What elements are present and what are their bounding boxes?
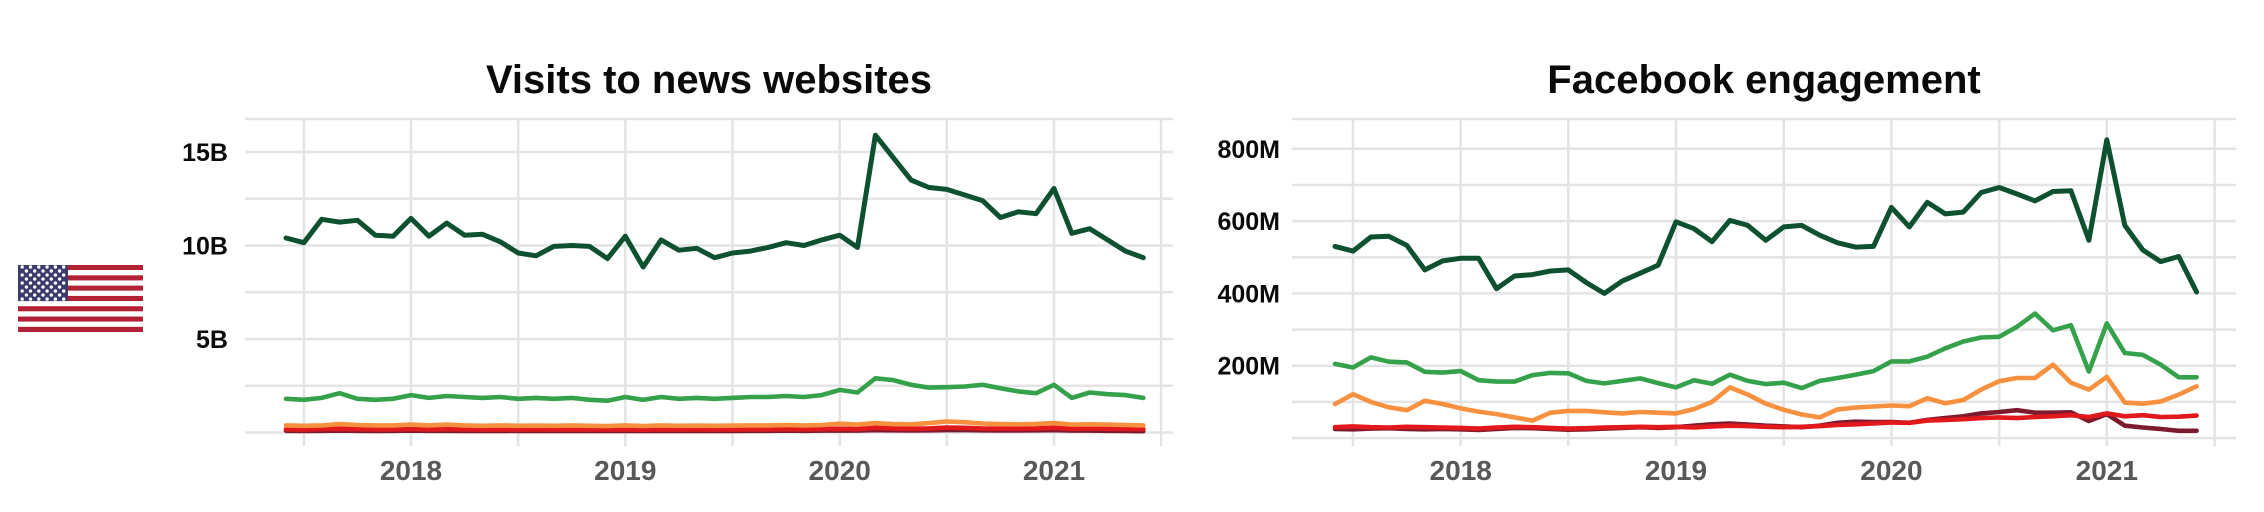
flag-star	[33, 293, 37, 297]
flag-star	[53, 289, 58, 293]
flag-star	[62, 273, 66, 277]
flag-star	[20, 297, 24, 301]
x-axis-tick-label: 2018	[380, 455, 442, 486]
flag-star	[24, 269, 29, 273]
chart-panel-2: 200M 400M 600M 800M 2018 2019 2020 2021 Facebook…	[1217, 58, 2236, 486]
flag-stripe	[18, 295, 143, 302]
flag-stripe	[18, 270, 143, 276]
x-axis-tick-label: 2021	[1023, 455, 1085, 486]
x-axis-tick-label: 2019	[594, 455, 656, 486]
flag-star	[37, 297, 41, 301]
flag-star	[28, 289, 33, 293]
flag-star	[45, 289, 49, 293]
flag-stripe	[18, 285, 143, 291]
y-axis-tick-label: 800M	[1217, 136, 1280, 164]
series-line-orange	[1332, 362, 2199, 423]
x-axis-tick-label: 2020	[809, 455, 871, 486]
flag-star	[33, 277, 37, 281]
flag-star	[37, 265, 41, 269]
x-axis-tick-label: 2021	[2076, 455, 2138, 486]
flag-star	[45, 265, 49, 269]
flag-star	[28, 265, 33, 269]
flag-star	[33, 269, 37, 273]
flag-star	[45, 273, 49, 277]
flag-star	[41, 269, 45, 273]
y-axis-tick-label: 15B	[182, 139, 228, 167]
flag-star	[57, 285, 62, 289]
flag-star	[41, 293, 45, 297]
flag-stripe	[18, 326, 143, 332]
flag-star	[49, 285, 53, 289]
series-line-dark-green	[283, 132, 1146, 270]
flag-stripe	[18, 301, 143, 307]
flag-star	[62, 297, 66, 301]
flag-star	[20, 289, 24, 293]
flag-star	[49, 269, 53, 273]
flag-star	[37, 273, 41, 277]
flag-star	[53, 297, 58, 301]
flag-star	[45, 281, 49, 285]
flag-stripe	[18, 306, 143, 312]
y-axis-tick-label: 200M	[1217, 353, 1280, 381]
series-line-green	[1332, 311, 2199, 391]
series-line-red	[283, 425, 1146, 433]
flag-star	[62, 265, 66, 269]
us-flag-icon	[18, 265, 143, 332]
flag-star	[57, 277, 62, 281]
flag-star	[41, 285, 45, 289]
y-axis-tick-label: 10B	[182, 233, 228, 261]
flag-star	[24, 277, 29, 281]
flag-stripe	[18, 265, 143, 271]
flag-star	[49, 277, 53, 281]
y-axis-tick-label: 400M	[1217, 280, 1280, 308]
flag-star	[57, 269, 62, 273]
flag-star	[37, 289, 41, 293]
x-axis-tick-label: 2019	[1645, 455, 1707, 486]
flag-star	[37, 281, 41, 285]
y-axis-tick-label: 600M	[1217, 208, 1280, 236]
flag-star	[57, 293, 62, 297]
flag-star	[28, 281, 33, 285]
flag-star	[24, 293, 29, 297]
flag-stripe	[18, 275, 143, 281]
flag-star	[45, 297, 49, 301]
flag-stripe	[18, 290, 143, 296]
flag-stripe	[18, 280, 143, 286]
flag-star	[33, 285, 37, 289]
flag-star	[28, 273, 33, 277]
chart-panel-1: 5B 10B 15B 2018 2019 2020 2021 Visits to news w…	[182, 58, 1173, 486]
y-axis-tick-label: 5B	[196, 326, 228, 354]
flag-stripe	[18, 321, 143, 327]
flag-star	[49, 293, 53, 297]
flag-stripe	[18, 316, 143, 322]
flag-star	[20, 281, 24, 285]
flag-star	[53, 281, 58, 285]
flag-star	[41, 277, 45, 281]
flag-star	[20, 273, 24, 277]
flag-star	[53, 273, 58, 277]
flag-star	[53, 265, 58, 269]
flag-star	[24, 285, 29, 289]
chart-title: Facebook engagement	[1547, 58, 1980, 102]
flag-star	[20, 265, 24, 269]
series-line-green	[283, 375, 1146, 404]
series-line-dark-green	[1332, 137, 2200, 296]
flag-stripe	[18, 311, 143, 317]
x-axis-tick-label: 2020	[1860, 455, 1922, 486]
chart-title: Visits to news websites	[486, 58, 932, 102]
series-line-orange	[283, 419, 1146, 429]
flag-star	[62, 289, 66, 293]
series-line-red	[1332, 411, 2199, 431]
x-axis-tick-label: 2018	[1430, 455, 1492, 486]
flag-star	[28, 297, 33, 301]
flag-star	[62, 281, 66, 285]
